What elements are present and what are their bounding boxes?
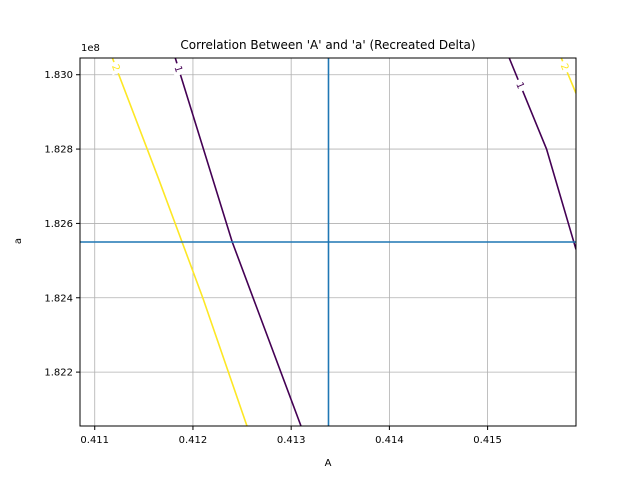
y-offset-label: 1e8 — [81, 43, 100, 54]
contour-label-gap — [171, 61, 187, 77]
ticks: 0.411 0.412 0.413 0.414 0.415 1.822 1.824 1.826… — [44, 70, 502, 446]
contour-label: 2 — [558, 62, 571, 72]
y-axis-title: a — [13, 238, 24, 244]
y-tick-label: 1.822 — [44, 368, 73, 379]
y-tick-label: 1.830 — [44, 70, 73, 81]
x-tick-label: 0.412 — [179, 435, 208, 446]
contour-label-gap — [512, 77, 529, 94]
contour-label-gap — [557, 58, 573, 75]
contour-label: 1 — [513, 81, 526, 91]
chart-title: Correlation Between 'A' and 'a' (Recreat… — [180, 38, 475, 52]
plot-area: 2 1 1 2 — [80, 58, 576, 426]
contour-label: 2 — [109, 63, 122, 73]
x-tick-label: 0.414 — [375, 435, 404, 446]
contour-label-gap — [108, 59, 124, 76]
x-tick-label: 0.415 — [473, 435, 502, 446]
axes — [79, 57, 577, 427]
y-tick-label: 1.828 — [44, 145, 73, 156]
x-axis-title: A — [325, 458, 332, 469]
y-tick-label: 1.824 — [44, 293, 73, 304]
axes-frame — [79, 57, 577, 427]
contour-line — [111, 58, 248, 426]
x-tick-label: 0.413 — [277, 435, 306, 446]
contour-label: 1 — [172, 65, 184, 74]
x-tick-label: 0.411 — [80, 435, 109, 446]
y-tick-label: 1.826 — [44, 219, 73, 230]
